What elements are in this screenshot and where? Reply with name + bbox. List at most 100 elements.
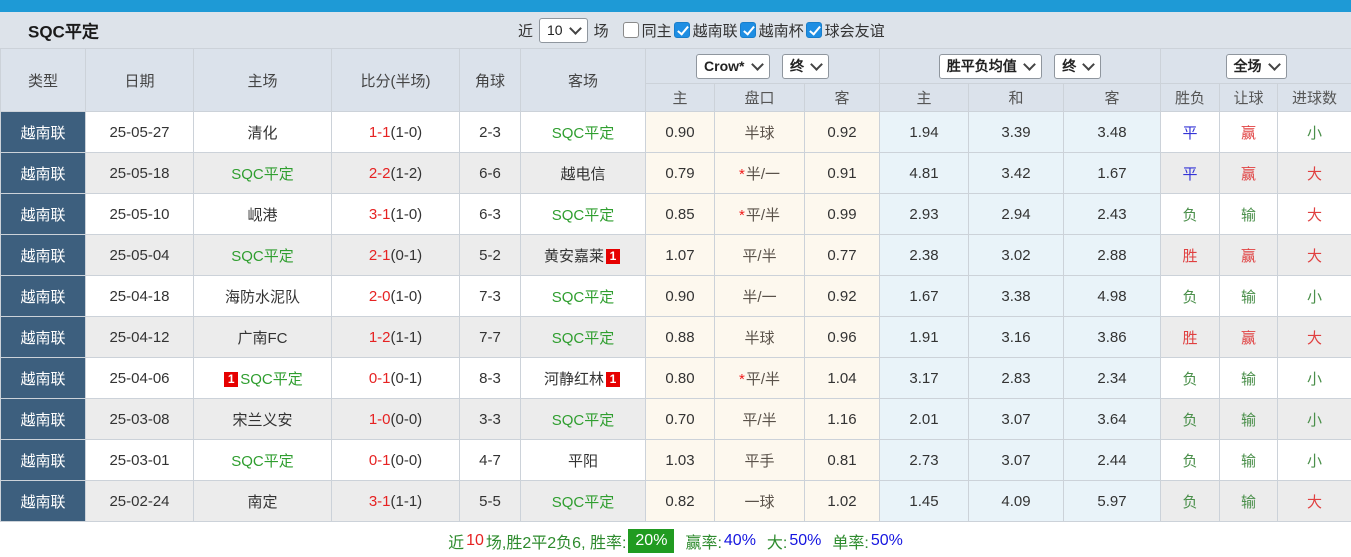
full-time-score: 1-2	[368, 328, 391, 346]
checked-checkbox-icon[interactable]	[673, 22, 690, 38]
draw-odds-cell: 3.02	[968, 234, 1065, 276]
odds-time-value: 终	[1062, 58, 1077, 74]
home-team: SQC平定	[231, 247, 294, 265]
draw-odds-cell: 3.07	[968, 398, 1065, 440]
draw-odds-cell: 3.38	[968, 275, 1065, 317]
away-team: SQC平定	[551, 124, 615, 142]
score-cell: 0-1(0-0)	[331, 439, 460, 481]
full-time-score: 2-1	[368, 246, 391, 264]
odd-rate-value: 50%	[870, 531, 903, 549]
handicap-result-cell: 赢	[1219, 152, 1279, 194]
full-time-score: 3-1	[368, 492, 391, 510]
lose-odds-cell: 2.34	[1063, 357, 1162, 399]
away-team: 黄安嘉莱	[543, 247, 604, 265]
matches-table: 类型 日期 主场 比分(半场) 角球 客场 Crow* 终	[0, 48, 1351, 522]
filter-item: 球会友谊	[805, 20, 885, 41]
lose-odds-cell: 4.98	[1063, 275, 1162, 317]
result-cell: 胜	[1160, 316, 1221, 358]
handicap-value: 半/一	[745, 165, 780, 183]
handicap-cell: 平手	[714, 439, 805, 481]
half-time-score: (1-1)	[390, 492, 423, 510]
odds-model-select[interactable]: 胜平负均值	[938, 53, 1042, 79]
home-team-cell: SQC平定	[193, 234, 332, 276]
checked-checkbox-icon[interactable]	[739, 22, 756, 38]
goals-cell: 大	[1277, 152, 1351, 194]
match-row: 越南联 25-04-12 广南FC 1-2(1-1) 7-7 SQC平定 0.88 半球 0.9…	[0, 316, 1351, 358]
league-cell: 越南联	[0, 193, 86, 235]
sub-col-lose: 客	[1063, 83, 1162, 112]
score-cell: 3-1(1-0)	[331, 193, 460, 235]
star-icon: *	[738, 165, 745, 183]
win-odds-cell: 1.91	[879, 316, 970, 358]
sub-col-result: 胜负	[1160, 83, 1221, 112]
home-odds-cell: 1.07	[645, 234, 715, 276]
handicap-result-cell: 赢	[1219, 111, 1279, 153]
league-cell: 越南联	[0, 398, 86, 440]
goals-cell: 小	[1277, 275, 1351, 317]
summary-bar: 近 10 场,胜2平2负6, 胜率: 20% 赢率: 40% 大: 50% 单率: 50%	[0, 522, 1351, 557]
home-team: SQC平定	[240, 370, 303, 388]
lose-odds-cell: 3.64	[1063, 398, 1162, 440]
result-cell: 负	[1160, 193, 1221, 235]
full-time-score: 3-1	[368, 205, 391, 223]
full-time-score: 2-2	[368, 164, 391, 182]
draw-odds-cell: 4.09	[968, 480, 1065, 522]
home-team-cell: 宋兰义安	[193, 398, 332, 440]
home-team: 岘港	[247, 206, 278, 224]
filter-list: 同主 越南联 越南杯 球会友谊	[622, 20, 887, 41]
date-cell: 25-02-24	[85, 480, 194, 522]
scope-select[interactable]: 全场	[1225, 53, 1287, 79]
full-time-score: 0-1	[368, 369, 391, 387]
home-odds-cell: 0.70	[645, 398, 715, 440]
away-team: 越电信	[560, 165, 606, 183]
league-cell: 越南联	[0, 152, 86, 194]
date-cell: 25-03-01	[85, 439, 194, 481]
half-time-score: (1-0)	[390, 205, 423, 223]
home-team-cell: 海防水泥队	[193, 275, 332, 317]
corner-cell: 3-3	[459, 398, 521, 440]
handicap-value: 平/半	[742, 411, 777, 429]
home-odds-cell: 0.88	[645, 316, 715, 358]
goals-cell: 小	[1277, 357, 1351, 399]
full-time-score: 2-0	[368, 287, 391, 305]
win-odds-cell: 4.81	[879, 152, 970, 194]
match-row: 越南联 25-04-18 海防水泥队 2-0(1-0) 7-3 SQC平定 0.90 半/一 0…	[0, 275, 1351, 317]
full-time-score: 0-1	[368, 451, 391, 469]
home-odds-cell: 0.82	[645, 480, 715, 522]
home-odds-cell: 0.85	[645, 193, 715, 235]
away-team: SQC平定	[551, 288, 615, 306]
home-team: 清化	[247, 124, 278, 142]
lose-odds-cell: 3.86	[1063, 316, 1162, 358]
away-team: SQC平定	[551, 206, 615, 224]
goals-cell: 大	[1277, 234, 1351, 276]
handicap-value: 半/一	[742, 288, 777, 306]
checked-checkbox-icon[interactable]	[805, 22, 822, 38]
unchecked-checkbox-icon[interactable]	[622, 22, 639, 38]
league-cell: 越南联	[0, 480, 86, 522]
rank-badge: 1	[606, 371, 620, 387]
corner-cell: 6-3	[459, 193, 521, 235]
win-odds-cell: 2.01	[879, 398, 970, 440]
match-row: 越南联 25-05-27 清化 1-1(1-0) 2-3 SQC平定 0.90 半球 0.92 1…	[0, 111, 1351, 153]
home-team-cell: 1 SQC平定	[193, 357, 332, 399]
match-count-select[interactable]: 10	[539, 17, 588, 43]
draw-odds-cell: 3.16	[968, 316, 1065, 358]
result-cell: 负	[1160, 357, 1221, 399]
match-row: 越南联 25-03-01 SQC平定 0-1(0-0) 4-7 平阳 1.03 平手 0.81 2…	[0, 439, 1351, 481]
company-select[interactable]: Crow*	[696, 53, 770, 79]
col-home: 主场	[193, 48, 332, 112]
goals-cell: 大	[1277, 316, 1351, 358]
score-cell: 2-1(0-1)	[331, 234, 460, 276]
home-team: 广南FC	[237, 329, 288, 347]
match-row: 越南联 25-05-04 SQC平定 2-1(0-1) 5-2 黄安嘉莱 1 1.07 平/半 0…	[0, 234, 1351, 276]
filter-item: 同主	[622, 20, 672, 41]
toolbar: SQC平定 近 10 场 同主 越南联 越南杯 球会友谊	[0, 12, 1351, 48]
odds-time-select[interactable]: 终	[1054, 53, 1102, 79]
sub-col-home-odds: 主	[645, 83, 715, 112]
home-team-cell: 清化	[193, 111, 332, 153]
handicap-time-select[interactable]: 终	[781, 53, 829, 79]
away-team-cell: 越电信	[520, 152, 646, 194]
away-odds-cell: 0.92	[803, 111, 881, 153]
lose-odds-cell: 1.67	[1063, 152, 1162, 194]
corner-cell: 6-6	[459, 152, 521, 194]
